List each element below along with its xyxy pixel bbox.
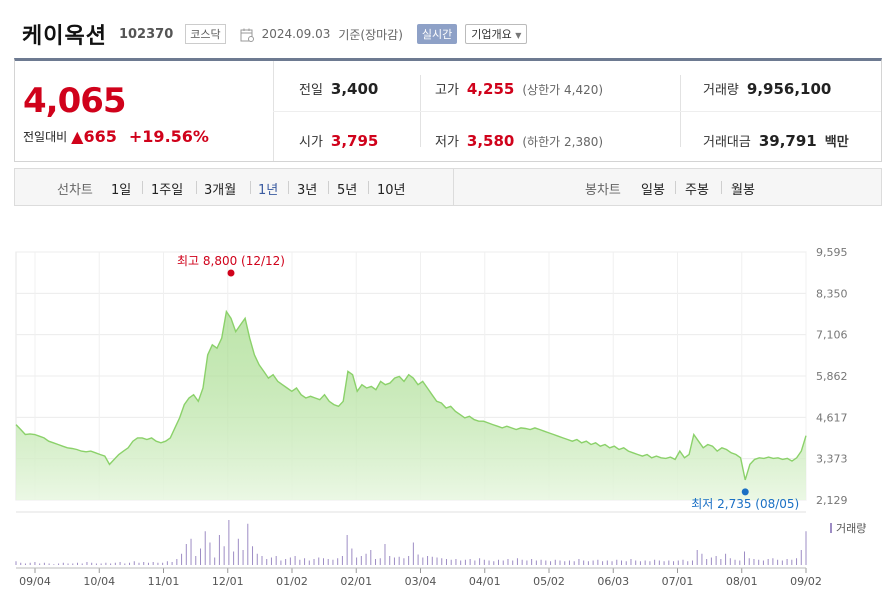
candle-monthly[interactable]: 월봉 [731,183,755,198]
price-area [16,311,806,500]
period-5y[interactable]: 5년 [337,183,358,198]
high-cell: 고가 4,255 (상한가 4,420) [435,80,604,98]
price-chart: 거래량 9,595 8,350 7,106 5,862 4,617 3,373 2,129 0… [15,246,866,588]
high-annotation: 최고 8,800 (12/12) [177,254,285,268]
stock-header: 케이옥션 102370 코스닥 2024.09.03 기준(장마감) 실시간 기… [22,14,528,54]
candle-chart-label: 봉차트 [585,183,621,198]
market-badge: 코스닥 [185,24,226,44]
period-1w[interactable]: 1주일 [151,183,184,198]
candle-weekly[interactable]: 주봉 [685,183,709,198]
stock-name: 케이옥션 [22,24,107,49]
y-tick-label: 9,595 [816,246,848,259]
x-tick-label: 03/04 [405,575,437,588]
y-tick-label: 7,106 [816,329,848,342]
low-marker [741,488,749,496]
candle-daily[interactable]: 일봉 [641,183,665,198]
chart-period-bar: 선차트 1일 1주일 3개월 1년 3년 5년 10년 봉차트 일봉 주봉 월봉 [14,168,882,206]
line-chart-label: 선차트 [57,183,93,198]
x-tick-label: 01/02 [276,575,308,588]
y-tick-label: 8,350 [816,287,848,300]
low-annotation: 최저 2,735 (08/05) [691,497,799,511]
volume-legend-swatch [830,523,832,533]
x-tick-label: 09/04 [19,575,51,588]
x-tick-label: 10/04 [83,575,115,588]
change-value: ▲665 [71,127,117,146]
company-overview-button[interactable]: 기업개요 ▼ [465,24,528,44]
period-3m[interactable]: 3개월 [204,183,237,198]
price-line [15,309,807,481]
dropdown-arrow-icon: ▼ [515,31,522,40]
quote-panel: 4,065 전일대비 ▲665 +19.56% 전일 3,400 고가 4,255(… [14,58,882,162]
low-cell: 저가 3,580 (하한가 2,380) [435,132,604,150]
period-10y[interactable]: 10년 [377,183,406,198]
y-tick-label: 5,862 [816,370,848,383]
x-tick-label: 07/01 [662,575,694,588]
amount-cell: 거래대금 39,791 백만 [703,132,849,150]
high-marker [227,269,235,277]
realtime-button[interactable]: 실시간 [416,24,458,44]
prev-close-cell: 전일 3,400 [299,80,379,98]
y-tick-label: 4,617 [816,411,848,424]
x-tick-label: 06/03 [597,575,629,588]
volume-legend-label: 거래량 [836,522,866,535]
current-price: 4,065 [23,81,127,121]
y-tick-label: 3,373 [816,453,848,466]
change-label: 전일대비 [23,130,68,144]
open-cell: 시가 3,795 [299,132,379,150]
up-triangle-icon: ▲ [71,127,84,146]
x-tick-label: 08/01 [726,575,758,588]
volume-cell: 거래량 9,956,100 [703,80,832,98]
stock-code: 102370 [118,26,174,42]
x-tick-label: 05/02 [533,575,565,588]
change-row: 전일대비 ▲665 +19.56% [23,127,209,146]
period-3y[interactable]: 3년 [297,183,318,198]
quote-date: 2024.09.03 [261,27,331,41]
calendar-icon [240,27,254,42]
x-tick-label: 02/01 [340,575,372,588]
quote-basis: 기준(장마감) [338,27,403,42]
x-tick-label: 09/02 [790,575,822,588]
y-tick-label: 2,129 [816,494,848,507]
period-1d[interactable]: 1일 [111,183,132,198]
x-tick-label: 04/01 [469,575,501,588]
x-tick-label: 11/01 [148,575,180,588]
x-tick-label: 12/01 [212,575,244,588]
period-1y[interactable]: 1년 [258,183,279,198]
change-percent: +19.56% [128,127,209,146]
